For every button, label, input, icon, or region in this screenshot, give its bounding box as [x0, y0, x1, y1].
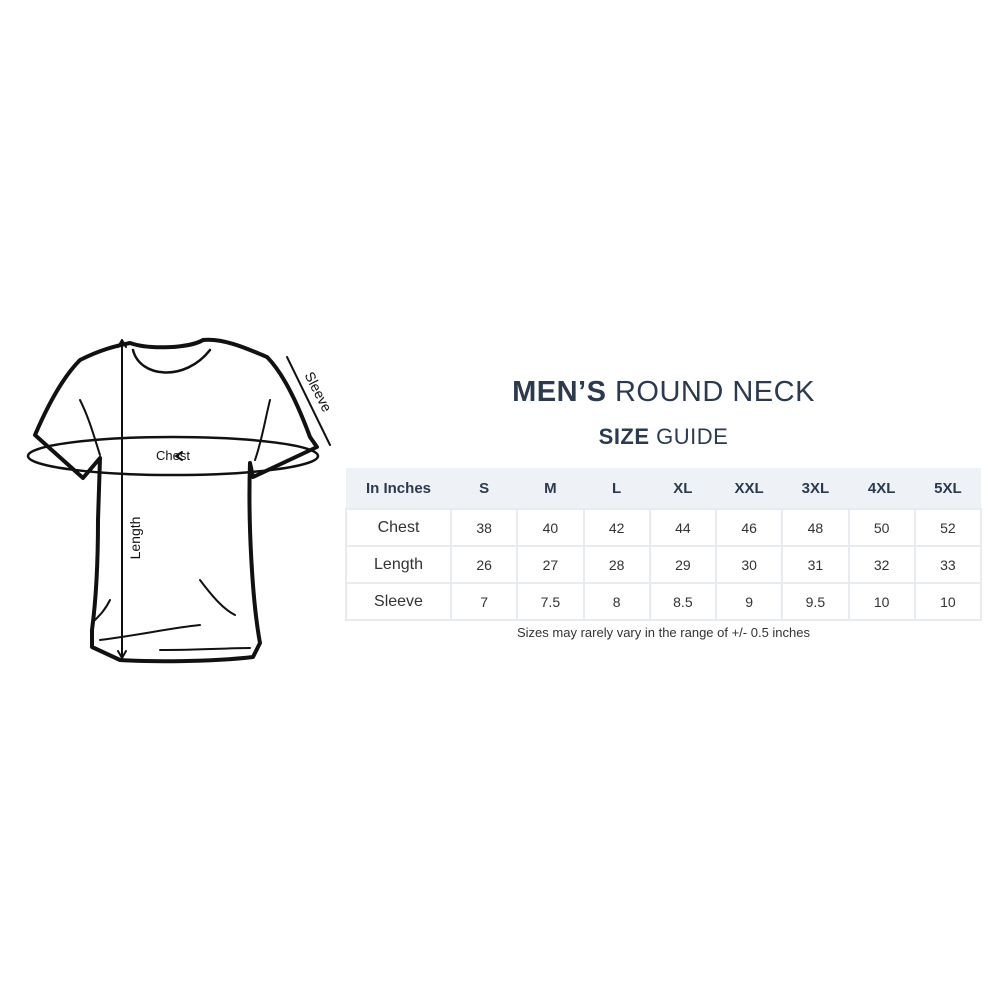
table-cell: 32	[847, 545, 916, 584]
row-label: Chest	[345, 508, 452, 547]
table-cell: 28	[582, 545, 651, 584]
table-cell: 30	[714, 545, 784, 584]
table-cell: 33	[913, 545, 983, 584]
sleeve-measure-line	[286, 356, 331, 446]
page-title: MEN’S ROUND NECK	[345, 376, 982, 409]
length-label: Length	[127, 517, 143, 560]
size-header: 3XL	[782, 468, 849, 509]
sleeve-label: Sleeve	[302, 369, 336, 415]
size-header: XL	[649, 468, 716, 509]
corner-header: In Inches	[346, 468, 451, 509]
chest-measure-ellipse	[26, 435, 320, 477]
table-cell: 27	[516, 545, 585, 584]
table-cell: 7	[449, 582, 519, 621]
size-variance-note: Sizes may rarely vary in the range of +/…	[517, 625, 810, 640]
table-cell: 10	[913, 582, 983, 621]
size-header: L	[583, 468, 650, 509]
fold-lines	[79, 399, 271, 651]
chest-label: Chest	[156, 448, 190, 463]
table-cell: 50	[847, 508, 916, 547]
neckline	[131, 348, 212, 374]
table-row: Sleeve 7 7.5 8 8.5 9 9.5 10 10	[345, 582, 983, 621]
table-cell: 40	[516, 508, 585, 547]
table-cell: 9	[714, 582, 784, 621]
table-cell: 31	[781, 545, 850, 584]
size-table: In Inches S M L XL XXL 3XL 4XL 5XL Chest…	[345, 468, 983, 621]
table-cell: 7.5	[516, 582, 585, 621]
table-cell: 44	[648, 508, 718, 547]
size-header: 5XL	[914, 468, 981, 509]
table-row: Chest 38 40 42 44 46 48 50 52	[345, 508, 983, 547]
row-label: Sleeve	[345, 582, 452, 621]
title-bold: MEN’S	[512, 376, 607, 408]
table-cell: 42	[582, 508, 651, 547]
subtitle-bold: SIZE	[598, 424, 650, 449]
table-cell: 10	[847, 582, 916, 621]
table-cell: 46	[714, 508, 784, 547]
row-label: Length	[345, 545, 452, 584]
page-subtitle: SIZE GUIDE	[345, 424, 982, 450]
table-cell: 48	[781, 508, 850, 547]
subtitle-rest: GUIDE	[656, 424, 729, 449]
table-cell: 29	[648, 545, 718, 584]
shirt-outline	[33, 337, 319, 664]
table-cell: 52	[913, 508, 983, 547]
table-cell: 38	[449, 508, 519, 547]
table-row: Length 26 27 28 29 30 31 32 33	[345, 545, 983, 584]
size-header: S	[451, 468, 518, 509]
table-cell: 8	[582, 582, 651, 621]
table-header-row: In Inches S M L XL XXL 3XL 4XL 5XL	[346, 468, 981, 509]
size-header: XXL	[716, 468, 783, 509]
length-arrow-icon	[117, 339, 127, 659]
table-cell: 9.5	[781, 582, 850, 621]
size-header: 4XL	[848, 468, 915, 509]
chest-arrow-icon	[175, 451, 183, 461]
table-cell: 8.5	[648, 582, 718, 621]
table-cell: 26	[449, 545, 519, 584]
size-header: M	[517, 468, 584, 509]
title-rest: ROUND NECK	[614, 376, 815, 408]
